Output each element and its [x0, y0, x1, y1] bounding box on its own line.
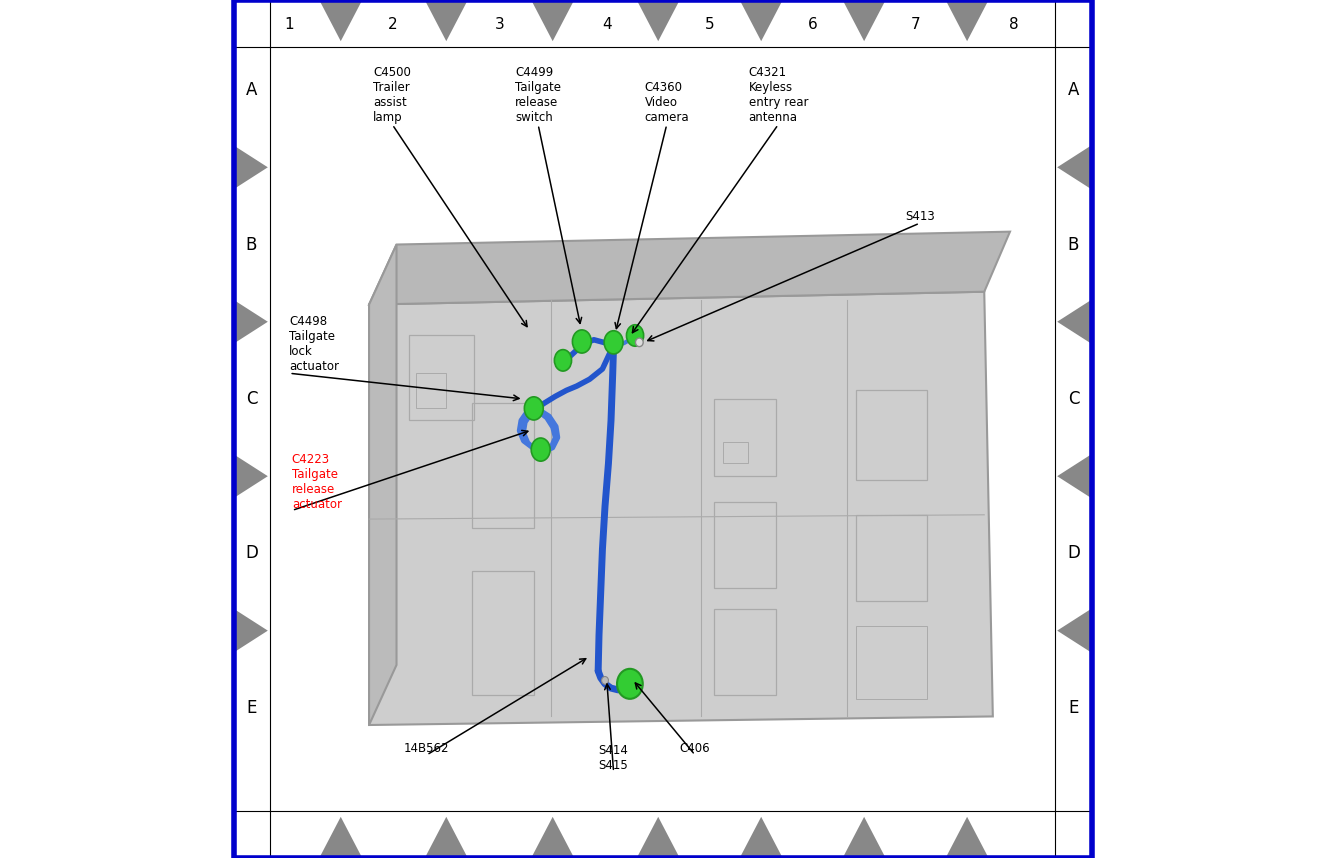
Polygon shape: [533, 817, 574, 856]
Text: C4360
Video
camera: C4360 Video camera: [644, 82, 689, 124]
Polygon shape: [844, 2, 885, 41]
Polygon shape: [235, 300, 268, 343]
Ellipse shape: [602, 676, 608, 685]
Polygon shape: [235, 146, 268, 189]
Text: 5: 5: [705, 16, 714, 32]
Polygon shape: [1057, 146, 1090, 189]
Ellipse shape: [572, 330, 591, 353]
Bar: [856, 515, 926, 601]
Polygon shape: [946, 2, 987, 41]
Text: C4499
Tailgate
release
switch: C4499 Tailgate release switch: [515, 66, 560, 124]
Bar: [714, 399, 775, 476]
Polygon shape: [321, 817, 362, 856]
Bar: [409, 335, 474, 420]
Bar: [856, 626, 926, 699]
Text: C: C: [245, 390, 257, 408]
Polygon shape: [1057, 300, 1090, 343]
Bar: [722, 442, 749, 463]
Polygon shape: [637, 817, 678, 856]
Polygon shape: [1057, 609, 1090, 652]
Bar: [714, 609, 775, 695]
Polygon shape: [235, 609, 268, 652]
Text: C4223
Tailgate
release
actuator: C4223 Tailgate release actuator: [292, 452, 342, 511]
Text: 6: 6: [808, 16, 818, 32]
Text: B: B: [1068, 236, 1079, 253]
Text: 2: 2: [387, 16, 398, 32]
Polygon shape: [844, 817, 885, 856]
Text: C4498
Tailgate
lock
actuator: C4498 Tailgate lock actuator: [289, 315, 339, 373]
Ellipse shape: [604, 331, 623, 353]
Text: E: E: [246, 699, 257, 716]
Polygon shape: [321, 2, 362, 41]
Polygon shape: [425, 2, 466, 41]
Text: B: B: [246, 236, 257, 253]
Text: 8: 8: [1010, 16, 1019, 32]
Ellipse shape: [525, 396, 543, 420]
Bar: [472, 571, 534, 695]
Polygon shape: [370, 232, 1010, 305]
Ellipse shape: [531, 438, 550, 462]
Polygon shape: [741, 2, 782, 41]
Polygon shape: [370, 292, 992, 725]
Text: C4321
Keyless
entry rear
antenna: C4321 Keyless entry rear antenna: [749, 66, 808, 124]
Text: S414
S415: S414 S415: [599, 744, 628, 772]
Polygon shape: [235, 455, 268, 498]
Text: D: D: [1067, 545, 1080, 562]
Polygon shape: [637, 2, 678, 41]
Ellipse shape: [636, 338, 643, 347]
Bar: [472, 403, 534, 528]
Text: A: A: [1068, 82, 1079, 99]
Text: A: A: [246, 82, 257, 99]
Text: C: C: [1068, 390, 1080, 408]
Text: E: E: [1068, 699, 1079, 716]
Text: 3: 3: [494, 16, 505, 32]
Polygon shape: [370, 245, 396, 725]
Ellipse shape: [617, 669, 643, 698]
Polygon shape: [425, 817, 466, 856]
Text: 14B562: 14B562: [404, 742, 449, 755]
Bar: [416, 373, 447, 408]
Text: 1: 1: [285, 16, 294, 32]
Text: C4500
Trailer
assist
lamp: C4500 Trailer assist lamp: [374, 66, 411, 124]
Text: D: D: [245, 545, 258, 562]
Ellipse shape: [554, 350, 571, 371]
Text: 4: 4: [602, 16, 612, 32]
Text: S413: S413: [905, 210, 934, 223]
Polygon shape: [533, 2, 574, 41]
Text: C406: C406: [680, 742, 710, 755]
Bar: [714, 502, 775, 588]
Bar: [856, 390, 926, 480]
Polygon shape: [946, 817, 987, 856]
Polygon shape: [741, 817, 782, 856]
Polygon shape: [1057, 455, 1090, 498]
Text: 7: 7: [910, 16, 921, 32]
Ellipse shape: [627, 325, 644, 347]
